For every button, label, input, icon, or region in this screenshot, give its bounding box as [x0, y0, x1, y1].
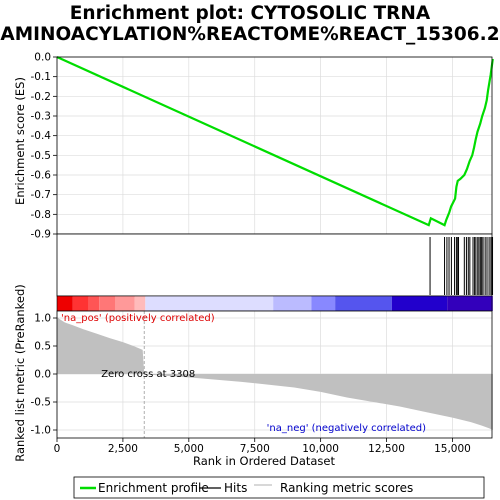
legend-label-ranking-metric: Ranking metric scores	[280, 481, 413, 495]
metric-tick-label: -1.0	[31, 425, 52, 437]
hits-panel	[56, 233, 494, 297]
heatmap-segment	[115, 296, 135, 311]
heatmap-segment	[57, 296, 73, 311]
x-tick-label: 0	[54, 443, 61, 455]
es-tick-label: -0.7	[31, 189, 52, 201]
ranking-metric-area	[57, 316, 493, 430]
pos-correlated-label: 'na_pos' (positively correlated)	[61, 313, 215, 324]
es-tick-label: -0.9	[31, 229, 52, 241]
x-axis: 0 2,500 5,000 7,500 10,000 12,500 15,000	[54, 438, 471, 455]
zero-cross-label: Zero cross at 3308	[101, 369, 195, 380]
metric-panel: 1.0 0.5 0.0 -0.5 -1.0 Zero cross at 3308 'na_p…	[31, 310, 493, 439]
heatmap-segment	[311, 296, 336, 311]
heatmap-segment	[273, 296, 312, 311]
heatmap-segment	[72, 296, 89, 311]
heatmap-segment	[134, 296, 146, 311]
es-tick-label: -0.1	[31, 71, 52, 83]
heatmap-segment	[391, 296, 448, 311]
es-tick-label: 0.0	[34, 52, 51, 64]
es-tick-label: -0.3	[31, 111, 52, 123]
metric-tick-label: 0.5	[34, 341, 51, 353]
x-tick-label: 12,500	[368, 443, 405, 455]
es-tick-label: -0.2	[31, 91, 52, 103]
x-axis-label: Rank in Ordered Dataset	[193, 454, 336, 468]
heatmap-segment	[447, 296, 493, 311]
es-panel: 0.0 -0.1 -0.2 -0.3 -0.4 -0.5 -0.6 -0.7 -0.8 -0.9	[31, 52, 494, 241]
es-plot-area	[57, 57, 492, 234]
rank-heatmap	[56, 295, 493, 312]
chart-title-line2: AMINOACYLATION%REACTOME%REACT_15306.2	[0, 24, 499, 45]
es-axis-label: Enrichment score (ES)	[13, 77, 27, 205]
heatmap-segment	[99, 296, 115, 311]
metric-tick-label: 0.0	[34, 369, 51, 381]
es-tick-label: -0.6	[31, 170, 52, 182]
legend: Enrichment profile Hits Ranking metric s…	[73, 476, 485, 499]
x-tick-label: 15,000	[434, 443, 471, 455]
es-tick-label: -0.8	[31, 209, 52, 221]
es-tick-label: -0.4	[31, 130, 52, 142]
heatmap-segment	[145, 296, 274, 311]
metric-frame	[56, 310, 493, 439]
es-tick-label: -0.5	[31, 150, 52, 162]
x-tick-label: 7,500	[240, 443, 270, 455]
x-tick-label: 5,000	[174, 443, 204, 455]
chart-title-line1: Enrichment plot: CYTOSOLIC TRNA	[70, 3, 431, 24]
legend-label-hits: Hits	[224, 481, 247, 495]
metric-tick-label: -0.5	[31, 397, 52, 409]
legend-label-enrichment-profile: Enrichment profile	[98, 481, 209, 495]
metric-tick-label: 1.0	[34, 313, 51, 325]
metric-axis-label: Ranked list metric (PreRanked)	[13, 284, 27, 462]
enrichment-profile-line	[56, 55, 494, 227]
legend-box	[73, 476, 485, 499]
neg-correlated-label: 'na_neg' (negatively correlated)	[267, 423, 426, 434]
heatmap-segment	[335, 296, 392, 311]
x-tick-label: 2,500	[108, 443, 138, 455]
hits-frame	[56, 233, 493, 297]
heatmap-segment	[88, 296, 100, 311]
x-tick-label: 10,000	[302, 443, 339, 455]
